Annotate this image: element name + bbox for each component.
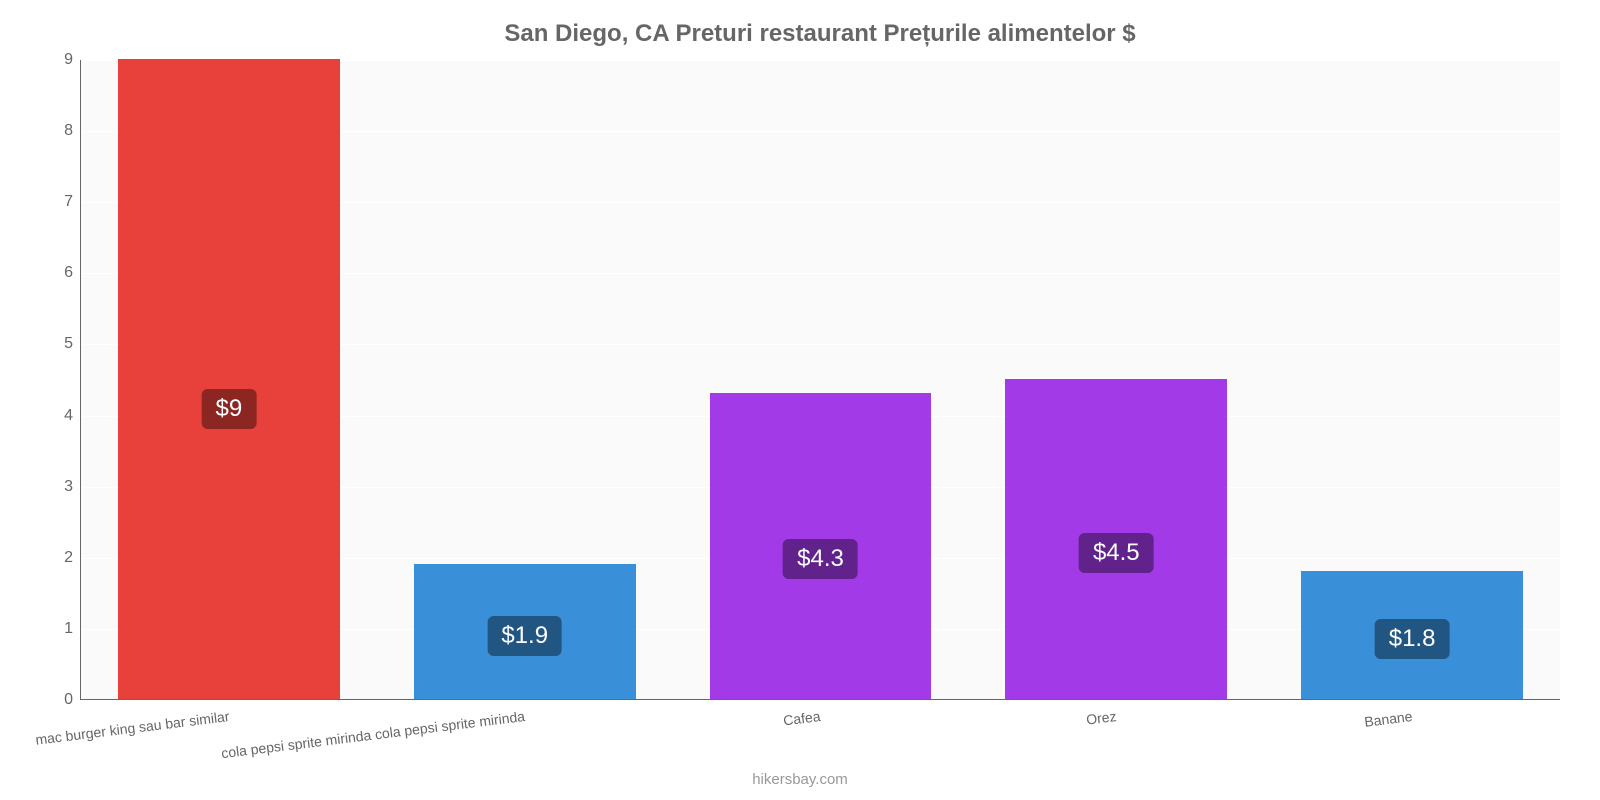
bar-value-label: $9	[202, 389, 257, 429]
bar-value-label: $4.5	[1079, 533, 1154, 573]
y-tick-label: 1	[41, 620, 73, 638]
x-axis-label: mac burger king sau bar similar	[34, 708, 230, 748]
bar-value-label: $1.9	[487, 616, 562, 656]
y-tick-label: 7	[41, 193, 73, 211]
y-tick-label: 3	[41, 478, 73, 496]
bar-value-label: $4.3	[783, 539, 858, 579]
y-tick-label: 5	[41, 335, 73, 353]
y-tick-label: 4	[41, 407, 73, 425]
attribution-label: hikersbay.com	[752, 771, 848, 788]
y-tick-label: 8	[41, 122, 73, 140]
y-tick-label: 6	[41, 264, 73, 282]
chart-container: San Diego, CA Preturi restaurant Prețuri…	[0, 0, 1600, 800]
chart-bar: $9	[118, 59, 340, 699]
chart-bar: $1.9	[414, 564, 636, 699]
y-tick-label: 0	[41, 691, 73, 709]
chart-title: San Diego, CA Preturi restaurant Prețuri…	[80, 20, 1560, 48]
x-axis-label: Orez	[1085, 708, 1117, 728]
x-axis-label: Banane	[1363, 708, 1413, 730]
y-tick-label: 9	[41, 51, 73, 69]
y-tick-label: 2	[41, 549, 73, 567]
x-axis-label: Cafea	[782, 708, 821, 728]
plot-area: 0123456789$9mac burger king sau bar simi…	[80, 60, 1560, 700]
x-axis-label: cola pepsi sprite mirinda cola pepsi spr…	[220, 708, 525, 761]
chart-bar: $4.5	[1005, 379, 1227, 699]
chart-bar: $4.3	[710, 393, 932, 699]
chart-bar: $1.8	[1301, 571, 1523, 699]
bar-value-label: $1.8	[1375, 619, 1450, 659]
